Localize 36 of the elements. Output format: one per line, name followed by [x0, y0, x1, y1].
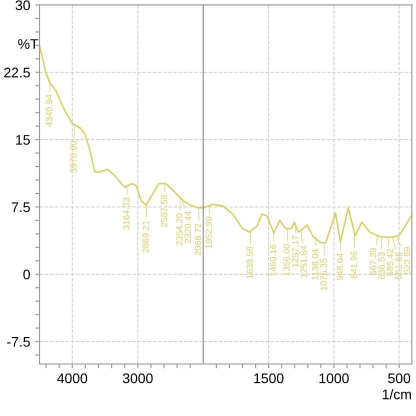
y-tick-label: 7.5: [12, 202, 30, 212]
x-tick-label: 1000: [320, 373, 349, 384]
annotation: 1460.16: [270, 244, 276, 276]
annotation: 2354.20: [176, 214, 183, 246]
annotation: 2320.44: [184, 211, 192, 244]
annotation: 585.42: [386, 249, 394, 276]
annotation: 2869.21: [142, 220, 149, 253]
annotation: 948.04: [336, 253, 344, 280]
annotation: 1138.04: [312, 248, 318, 280]
x-tick-label: 500: [388, 373, 410, 384]
y-tick-label: 0: [23, 270, 30, 280]
annotation: 3164.33: [123, 198, 130, 230]
x-axis-title: 1/cm: [382, 389, 411, 400]
annotation: 636.53: [378, 252, 385, 279]
annotation: 841.96: [350, 251, 357, 278]
x-tick-label: 1500: [254, 373, 284, 384]
annotation: 4340.94: [46, 94, 52, 127]
annotation: 1638.58: [246, 246, 253, 278]
annotation: 551.66: [395, 252, 402, 280]
annotation: 1297.17: [292, 236, 298, 268]
y-tick-label: 30: [16, 0, 30, 10]
y-tick-label: -7.5: [7, 337, 30, 347]
x-tick-label: 4000: [57, 373, 88, 384]
annotation: 667.39: [370, 248, 376, 275]
y-axis-title: %T: [18, 39, 38, 49]
y-tick-label: 15: [16, 135, 30, 145]
annotation: 1356.00: [283, 244, 290, 276]
annotation: 1952.99: [206, 216, 212, 248]
x-tick-label: 3000: [122, 373, 153, 384]
annotation: 523.69: [404, 247, 410, 274]
annotation: 1251.84: [300, 246, 307, 278]
annotation: 2068.72: [194, 224, 202, 256]
y-tick-label: 22.5: [4, 68, 30, 78]
annotation: 2587.59: [160, 195, 168, 227]
annotation: 1075.35: [320, 258, 327, 290]
annotation: 3970.60: [70, 140, 77, 173]
